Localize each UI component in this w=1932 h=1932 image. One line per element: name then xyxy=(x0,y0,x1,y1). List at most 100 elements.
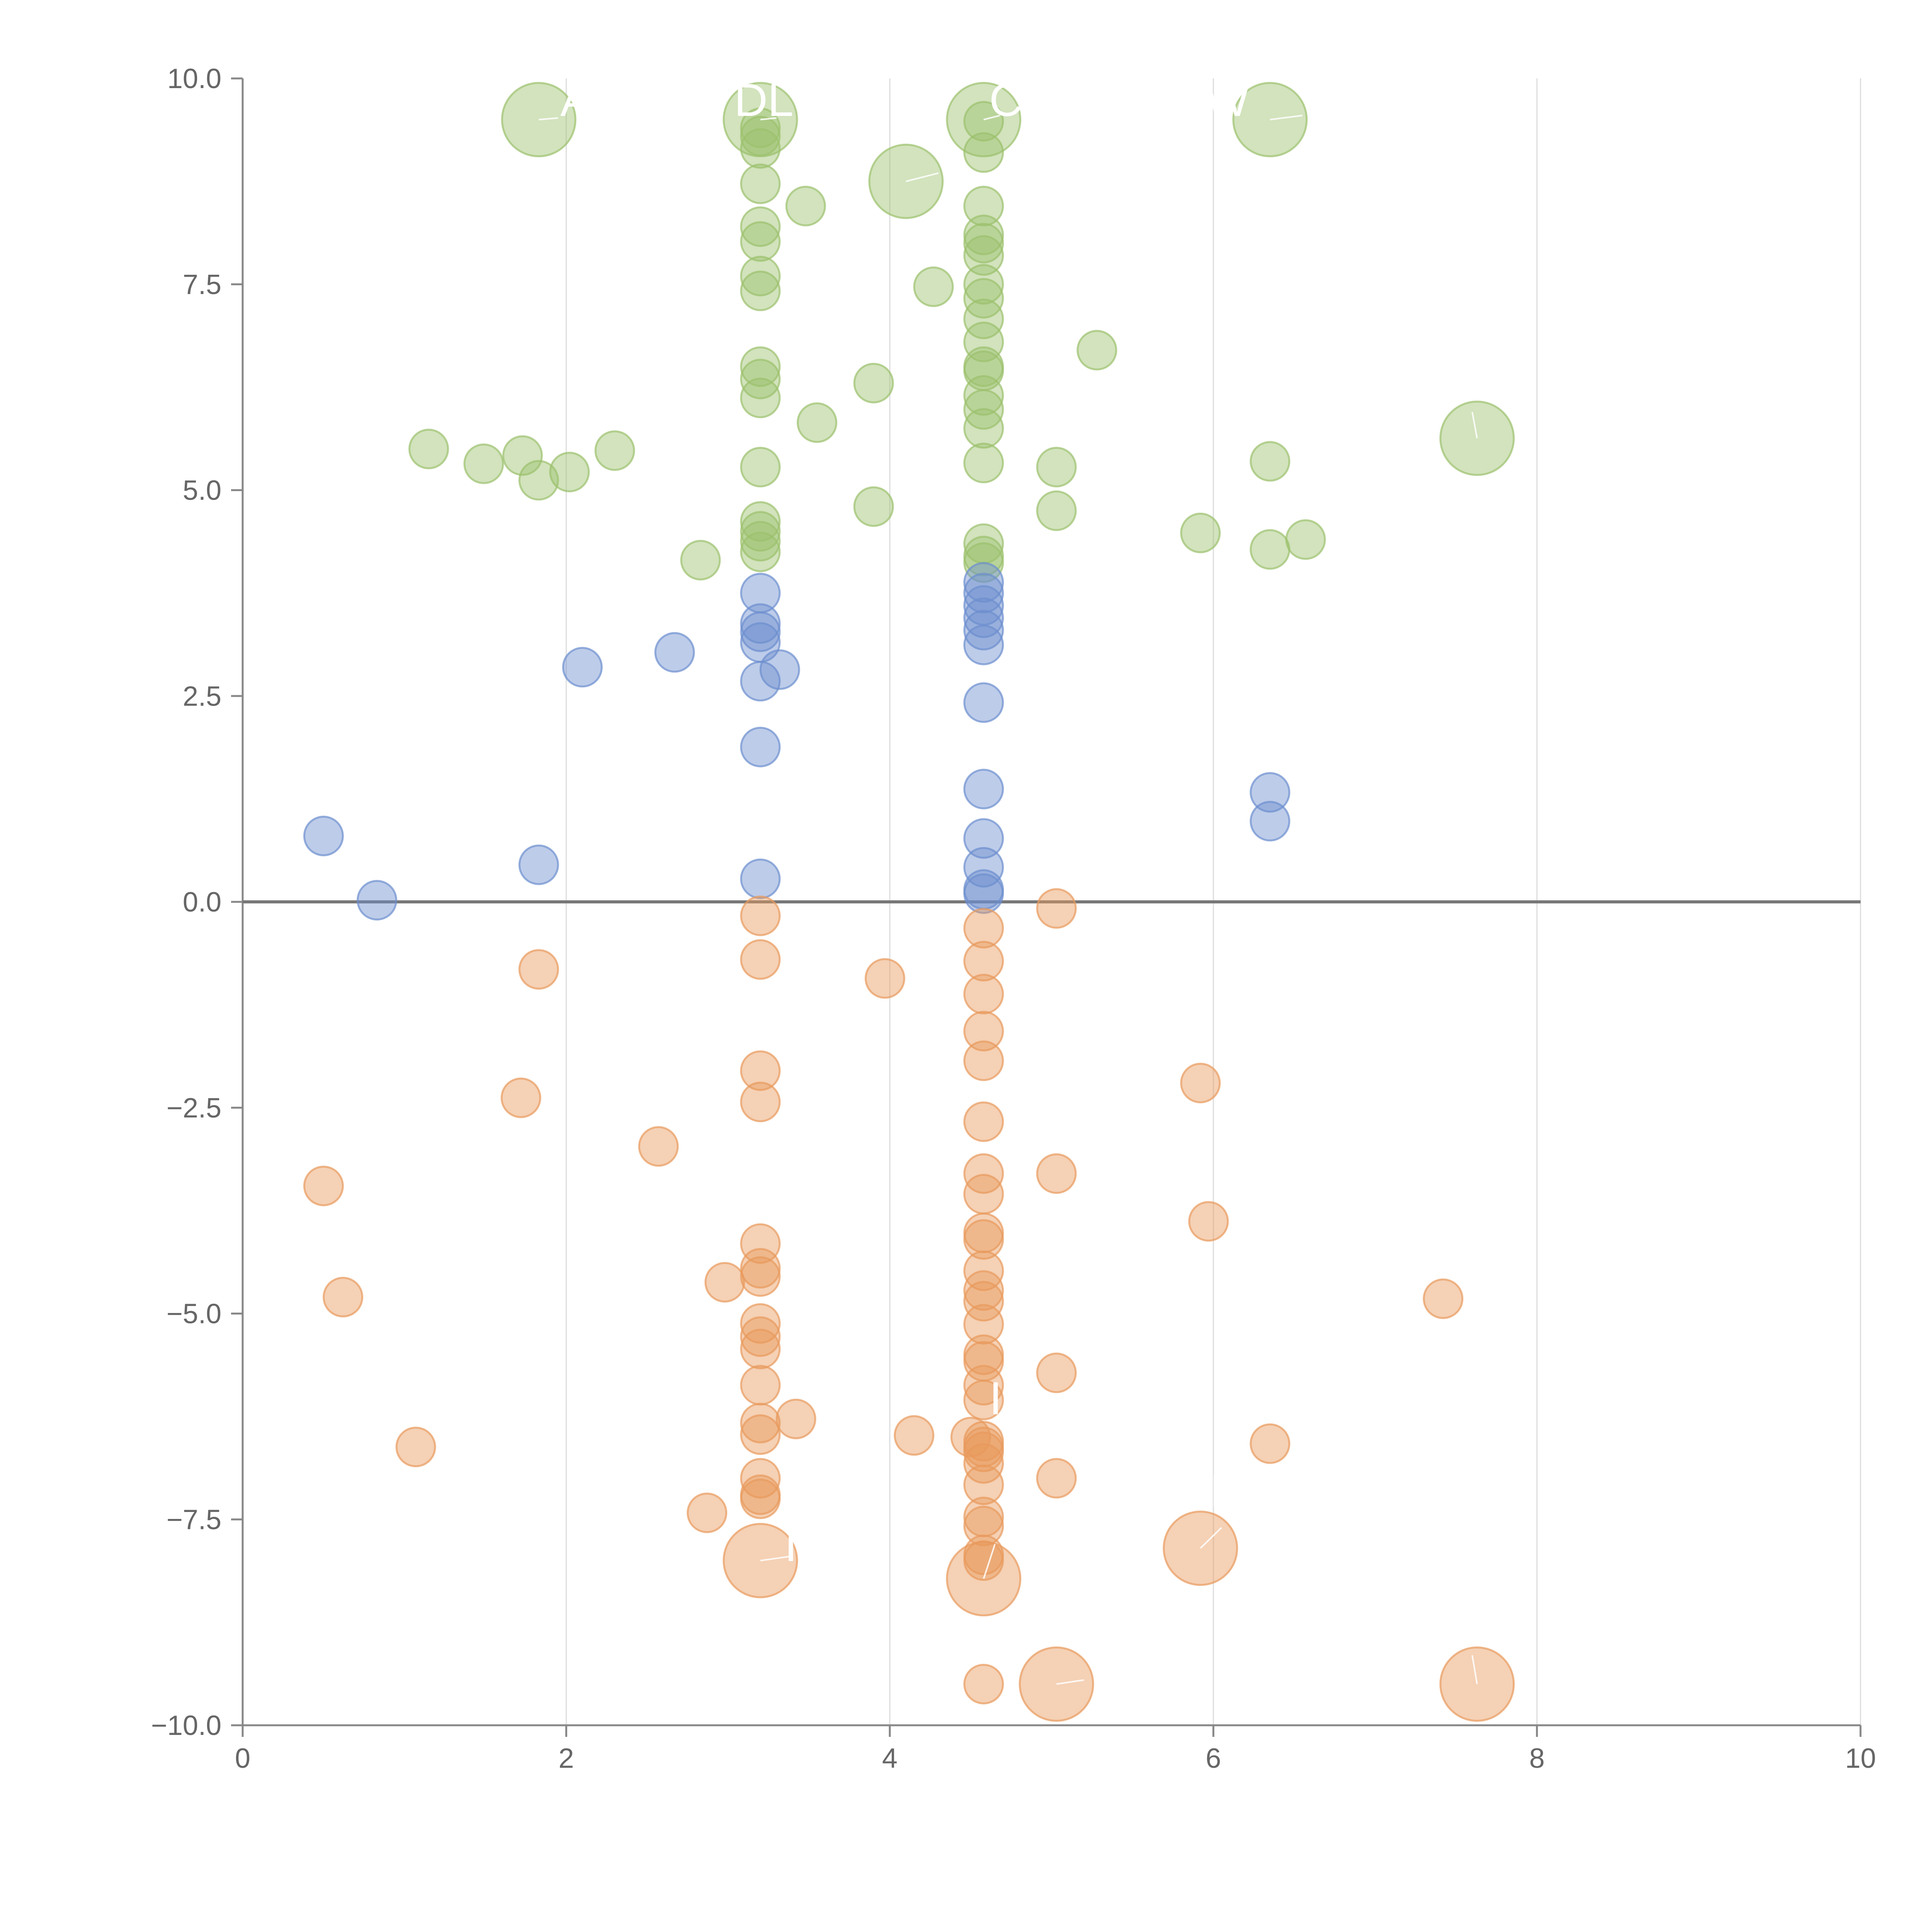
y-tick-label: 7.5 xyxy=(183,269,221,300)
data-point xyxy=(463,443,504,484)
data-point xyxy=(853,362,894,403)
data-point xyxy=(1036,888,1077,929)
data-point xyxy=(740,1414,781,1455)
y-tick-label: 0.0 xyxy=(183,887,221,918)
data-point xyxy=(963,1365,1004,1406)
data-point xyxy=(963,610,1004,651)
callout-line xyxy=(539,117,558,121)
callout-line xyxy=(760,1556,790,1561)
bottom-label-1: I xyxy=(989,1372,1002,1424)
callout-line xyxy=(1471,412,1478,439)
data-point xyxy=(1036,1153,1077,1194)
top-label-c: C xyxy=(989,74,1023,126)
data-point xyxy=(963,1663,1004,1704)
data-point xyxy=(963,769,1004,810)
data-point xyxy=(740,521,781,562)
data-point xyxy=(518,460,559,501)
top-label-dl: DL xyxy=(734,74,793,126)
data-point xyxy=(759,649,800,690)
data-point xyxy=(963,1219,1004,1260)
data-point xyxy=(963,185,1004,226)
data-point xyxy=(687,1492,728,1533)
data-point xyxy=(1180,1063,1221,1104)
data-point xyxy=(594,430,635,471)
data-point xyxy=(357,880,398,921)
data-point xyxy=(549,452,590,493)
data-point xyxy=(654,632,695,673)
data-point xyxy=(500,1077,541,1118)
series-orange xyxy=(303,888,1515,1722)
data-point xyxy=(740,1328,781,1369)
data-point xyxy=(323,1277,364,1318)
data-point xyxy=(963,278,1004,319)
x-tick-label: 8 xyxy=(1529,1743,1545,1774)
data-point xyxy=(963,974,1004,1015)
data-point xyxy=(1423,1278,1464,1319)
data-point xyxy=(502,435,543,476)
data-point xyxy=(740,1365,781,1406)
data-point xyxy=(963,214,1004,255)
data-point xyxy=(740,1458,781,1499)
data-point xyxy=(518,949,559,990)
data-point xyxy=(740,511,781,552)
callout-line xyxy=(1471,1655,1478,1684)
data-point xyxy=(740,1256,781,1297)
data-point xyxy=(1250,529,1291,570)
callout-line xyxy=(1270,114,1303,121)
data-point xyxy=(740,611,781,652)
data-point xyxy=(740,726,781,767)
data-point xyxy=(303,1165,344,1206)
data-point xyxy=(1285,519,1326,560)
bottom-label-2: I xyxy=(784,1519,797,1571)
data-point xyxy=(963,1174,1004,1215)
data-point xyxy=(963,1505,1004,1546)
data-point xyxy=(963,562,1004,603)
callout-line xyxy=(983,1544,996,1579)
data-point xyxy=(963,223,1004,264)
data-point xyxy=(963,818,1004,859)
x-tick-label: 6 xyxy=(1206,1743,1221,1774)
data-point xyxy=(704,1262,745,1303)
data-point xyxy=(1250,801,1291,842)
data-point xyxy=(740,447,781,488)
data-point xyxy=(963,873,1004,914)
data-point xyxy=(963,624,1004,665)
data-point xyxy=(963,264,1004,305)
data-point xyxy=(963,298,1004,339)
data-point xyxy=(740,1248,781,1289)
callout-line xyxy=(983,114,1000,121)
y-tick-label: −10.0 xyxy=(151,1710,221,1741)
data-point xyxy=(963,375,1004,416)
data-point xyxy=(1036,1458,1077,1499)
data-point xyxy=(740,1223,781,1264)
data-point xyxy=(1077,330,1117,371)
data-point xyxy=(740,116,781,156)
data-point xyxy=(963,1153,1004,1194)
x-tick-label: 10 xyxy=(1845,1743,1876,1774)
y-tick-label: −2.5 xyxy=(167,1093,221,1124)
data-point xyxy=(963,1464,1004,1505)
y-tick-label: 5.0 xyxy=(183,475,221,506)
data-point xyxy=(638,1126,679,1167)
data-point xyxy=(776,1398,816,1439)
data-point xyxy=(740,1403,781,1444)
data-point xyxy=(963,408,1004,449)
data-point xyxy=(963,682,1004,723)
data-point xyxy=(740,1082,781,1122)
x-tick-label: 0 xyxy=(235,1743,250,1774)
data-point xyxy=(740,939,781,980)
data-point xyxy=(740,270,781,311)
data-point xyxy=(680,540,721,581)
data-point xyxy=(1188,1201,1229,1242)
data-point xyxy=(963,573,1004,614)
data-point xyxy=(963,235,1004,276)
data-point xyxy=(796,402,837,443)
callout-annotations: A DL C W I I I I xyxy=(539,74,1478,1685)
data-point xyxy=(740,858,781,899)
top-label-a: A xyxy=(560,74,591,126)
data-point xyxy=(395,1427,436,1468)
data-point xyxy=(740,128,781,169)
data-point xyxy=(740,206,781,247)
data-point xyxy=(963,1379,1004,1420)
